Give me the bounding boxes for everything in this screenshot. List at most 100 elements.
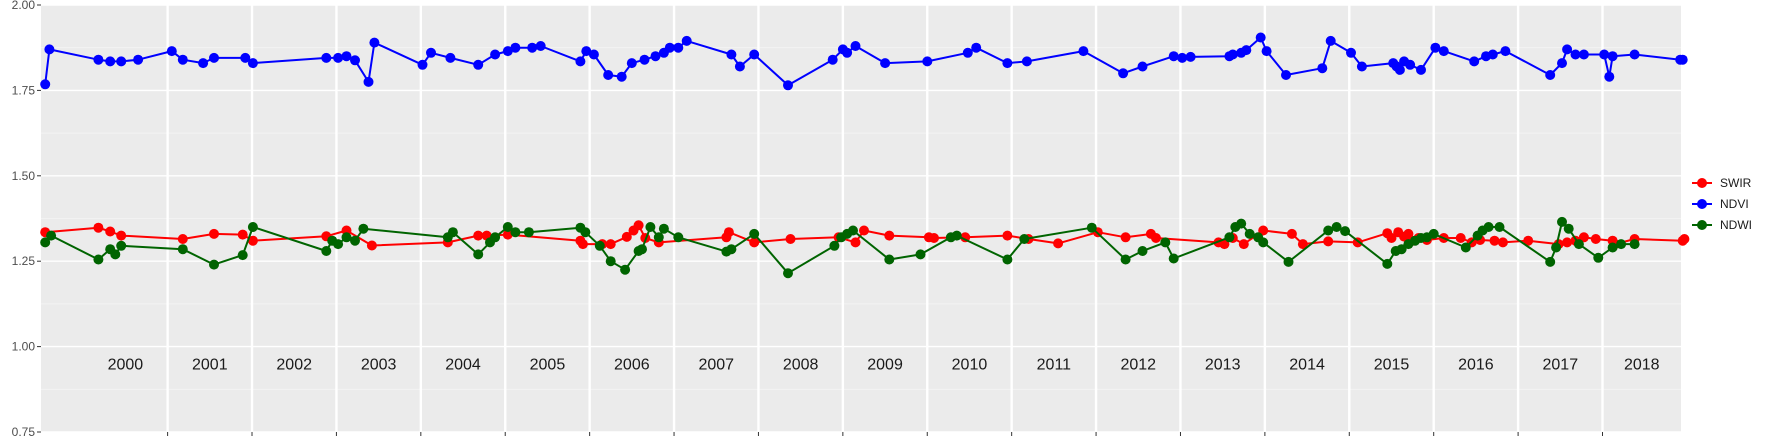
ndvi-point	[93, 54, 104, 65]
swir-point	[1489, 235, 1500, 246]
ndwi-point	[237, 250, 248, 261]
ndwi-point	[523, 227, 534, 238]
ndwi-point	[1557, 216, 1567, 227]
ndwi-point	[473, 249, 484, 260]
year-label: 2000	[108, 357, 144, 374]
ndvi-point	[177, 54, 188, 65]
year-label: 2008	[783, 357, 819, 374]
swir-point	[1120, 232, 1131, 243]
ndwi-point	[1160, 237, 1171, 248]
swir-point	[502, 229, 513, 240]
ndvi-point	[510, 42, 521, 53]
swir-point	[473, 230, 484, 241]
ndvi-point	[726, 49, 737, 60]
x-axis	[167, 432, 1604, 436]
ndvi-point	[827, 54, 838, 65]
ndwi-point	[110, 249, 121, 260]
grid-major-lines	[41, 4, 1681, 433]
y-tick-label: 1.75	[12, 83, 36, 97]
ndvi-point	[1430, 42, 1441, 53]
ndvi-point	[749, 49, 760, 60]
ndwi-point	[1551, 242, 1562, 253]
ndwi-point	[247, 222, 258, 232]
ndvi-point	[502, 46, 513, 57]
ndvi-point	[1557, 58, 1567, 69]
ndwi-point	[40, 237, 51, 248]
year-label: 2002	[276, 357, 312, 374]
year-label: 2007	[698, 357, 734, 374]
ndwi-point	[1137, 246, 1148, 256]
ndvi-point	[1570, 49, 1581, 60]
ndvi-point	[341, 51, 352, 62]
ndvi-point	[1346, 47, 1356, 58]
ndwi-point	[1002, 254, 1013, 265]
ndvi-point	[426, 47, 436, 58]
ndvi-point	[535, 41, 546, 51]
series-ndvi	[40, 32, 1688, 91]
ndwi-point	[580, 227, 591, 238]
swir-point	[1286, 228, 1297, 239]
swir-point	[884, 230, 895, 241]
ndwi-point	[1283, 256, 1294, 267]
legend-label: NDWI	[1720, 218, 1752, 232]
swir-point	[105, 226, 116, 237]
year-label: 2001	[192, 357, 228, 374]
y-axis: 0.75 1.00 1.25 1.50 1.75 2.00	[12, 0, 41, 439]
legend-key-point	[1697, 199, 1707, 209]
ndvi-point	[40, 79, 51, 90]
ndvi-point	[673, 42, 684, 53]
swir-point	[177, 234, 188, 244]
ndvi-point	[850, 41, 861, 51]
ndvi-point	[1177, 52, 1188, 63]
swir-point	[1562, 237, 1573, 248]
ndvi-point	[1118, 68, 1129, 79]
ndvi-point	[369, 37, 380, 48]
ndwi-point	[341, 232, 352, 243]
ndwi-point	[637, 244, 647, 255]
ndwi-point	[658, 223, 669, 234]
series-ndwi	[40, 216, 1640, 279]
ndvi-point	[922, 56, 933, 67]
ndvi-point	[133, 54, 144, 65]
ndvi-point	[1438, 46, 1449, 57]
ndwi-point	[1120, 254, 1131, 265]
swir-point	[929, 233, 939, 243]
ndvi-point	[1394, 64, 1405, 75]
ndvi-point	[581, 46, 592, 57]
ndvi-point	[639, 54, 650, 65]
ndwi-point	[620, 264, 631, 275]
swir-point	[1523, 235, 1534, 246]
swir-point	[1590, 234, 1601, 244]
swir-point	[1455, 233, 1466, 243]
ndvi-point	[1021, 56, 1032, 67]
year-label: 2017	[1543, 357, 1579, 374]
ndvi-point	[626, 58, 637, 69]
ndwi-point	[1331, 222, 1342, 232]
year-label: 2013	[1205, 357, 1241, 374]
swir-point	[850, 237, 861, 248]
year-label: 2003	[361, 357, 397, 374]
ndvi-point	[166, 46, 177, 57]
ndwi-point	[1236, 218, 1247, 229]
ndwi-point	[333, 239, 344, 250]
ndvi-point	[1317, 63, 1328, 74]
ndwi-point	[1244, 228, 1255, 239]
ndvi-point	[1629, 49, 1640, 60]
year-label: 2012	[1120, 357, 1156, 374]
ndwi-point	[358, 223, 369, 234]
ndwi-point	[645, 222, 656, 232]
ndwi-point	[93, 254, 104, 265]
swir-point	[1679, 234, 1690, 244]
legend-key-point	[1697, 220, 1707, 230]
ndvi-point	[1599, 49, 1610, 60]
year-label: 2004	[445, 357, 481, 374]
ndvi-point	[1416, 64, 1426, 75]
ndvi-point	[44, 44, 55, 55]
ndvi-point	[1405, 59, 1416, 70]
ndvi-point	[490, 49, 501, 60]
swir-point	[209, 228, 219, 239]
ndvi-point	[650, 51, 661, 62]
ndwi-point	[829, 240, 840, 251]
ndvi-point	[734, 61, 745, 72]
ndwi-point	[1494, 222, 1505, 232]
